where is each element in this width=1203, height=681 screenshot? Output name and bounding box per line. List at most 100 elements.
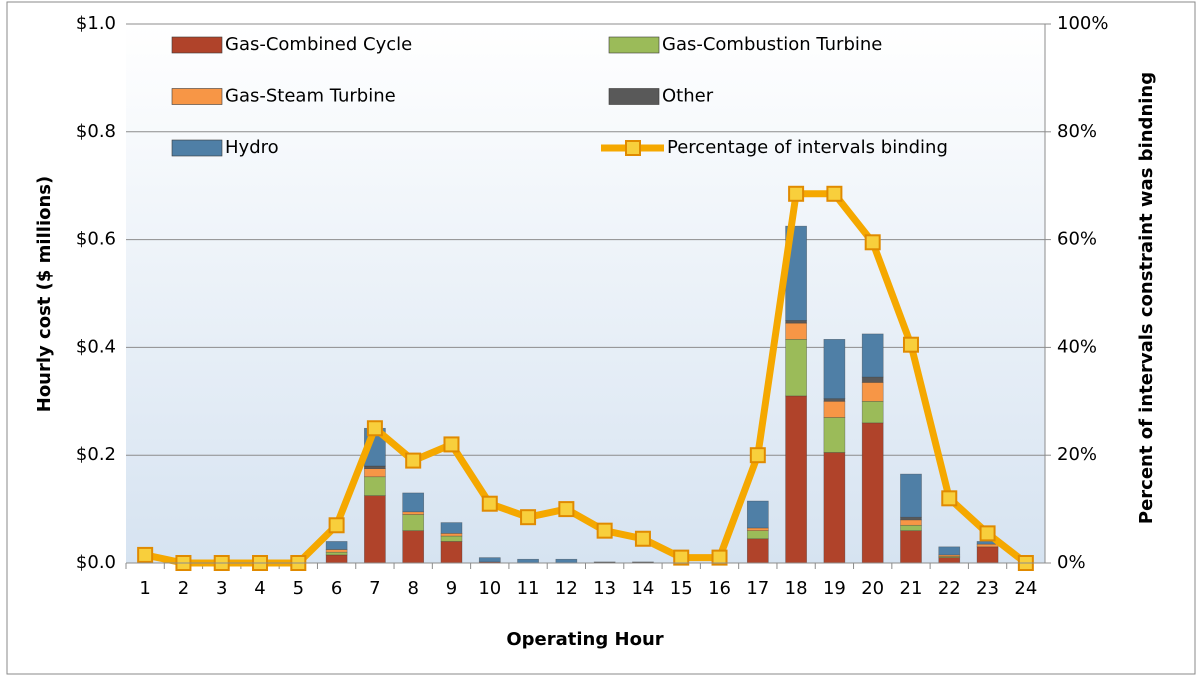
bar-segment <box>746 527 769 531</box>
x-tick-label: 14 <box>631 578 654 599</box>
bar-segment <box>364 465 386 469</box>
x-tick-label: 20 <box>861 578 884 599</box>
bar-segment <box>900 524 922 531</box>
bar-segment <box>938 557 961 564</box>
bar-segment <box>440 535 463 542</box>
bar-segment <box>746 500 769 529</box>
bar-segment <box>364 476 386 496</box>
x-tick-label: 3 <box>216 578 227 599</box>
y-tick-label: $0.4 <box>76 336 116 357</box>
x-tick-label: 1 <box>139 578 150 599</box>
line-marker <box>902 336 919 353</box>
line-marker <box>520 509 537 526</box>
line-marker <box>443 436 460 453</box>
bar-segment <box>861 400 884 424</box>
line-marker <box>405 452 422 469</box>
bar-segment <box>823 452 846 564</box>
line-marker <box>864 234 881 251</box>
bar-segment <box>746 538 769 564</box>
x-tick-label: 2 <box>178 578 189 599</box>
legend-marker <box>625 140 641 156</box>
bar-segment <box>823 400 846 418</box>
bar-segment <box>364 495 386 564</box>
line-marker <box>941 490 958 507</box>
bar-segment <box>746 530 769 540</box>
bar-segment <box>976 543 999 548</box>
bar-segment <box>900 519 922 526</box>
x-tick-label: 15 <box>670 578 693 599</box>
x-tick-label: 21 <box>900 578 923 599</box>
bar-segment <box>900 473 922 518</box>
x-tick-label: 24 <box>1014 578 1037 599</box>
x-tick-label: 16 <box>708 578 731 599</box>
x-tick-label: 19 <box>823 578 846 599</box>
x-tick-label: 18 <box>785 578 808 599</box>
legend-swatch <box>171 139 223 157</box>
x-tick-label: 5 <box>293 578 304 599</box>
x-tick-label: 6 <box>331 578 342 599</box>
legend-swatch <box>608 36 660 54</box>
line-marker <box>596 522 613 539</box>
line-marker <box>328 517 345 534</box>
y2-tick-label: 60% <box>1057 229 1097 250</box>
legend-label: Hydro <box>225 137 279 158</box>
line-marker <box>558 501 575 518</box>
y-tick-label: $0.8 <box>76 121 116 142</box>
bar-segment <box>861 333 884 378</box>
y2-tick-label: 100% <box>1057 13 1108 34</box>
bar-segment <box>555 558 578 564</box>
bar-segment <box>861 376 884 383</box>
x-tick-label: 4 <box>254 578 265 599</box>
x-tick-label: 23 <box>976 578 999 599</box>
bar-segment <box>785 322 807 340</box>
y-tick-label: $0.6 <box>76 229 116 250</box>
bar-segment <box>785 320 807 324</box>
bar-segment <box>900 516 922 521</box>
x-tick-label: 10 <box>478 578 501 599</box>
bar-segment <box>823 398 846 402</box>
bar-segment <box>440 541 463 564</box>
bar-segment <box>861 382 884 402</box>
line-marker <box>749 447 766 464</box>
x-tick-label: 22 <box>938 578 961 599</box>
bar-segment <box>823 417 846 453</box>
y-tick-label: $0.2 <box>76 444 116 465</box>
legend-label: Other <box>662 86 714 107</box>
line-marker <box>366 420 383 437</box>
y2-tick-label: 0% <box>1057 552 1086 573</box>
bar-segment <box>478 557 501 563</box>
bar-segment <box>325 554 348 564</box>
bar-segment <box>325 541 348 550</box>
x-tick-label: 8 <box>407 578 418 599</box>
y-axis-title: Hourly cost ($ millions) <box>34 176 55 413</box>
x-axis-title: Operating Hour <box>506 629 663 650</box>
legend-label: Gas-Combustion Turbine <box>662 34 882 55</box>
line-marker <box>788 185 805 202</box>
bar-segment <box>325 551 348 556</box>
bar-segment <box>938 546 961 556</box>
bar-segment <box>402 530 425 564</box>
x-tick-label: 9 <box>446 578 457 599</box>
bar-segment <box>402 511 425 515</box>
line-marker <box>826 185 843 202</box>
bar-segment <box>976 546 999 564</box>
y-tick-label: $0.0 <box>76 552 116 573</box>
legend-label: Gas-Combined Cycle <box>225 34 412 55</box>
y2-tick-label: 40% <box>1057 336 1097 357</box>
bar-segment <box>785 395 807 564</box>
x-tick-label: 12 <box>555 578 578 599</box>
bar-segment <box>823 339 846 399</box>
line-marker <box>711 549 728 566</box>
line-marker <box>673 549 690 566</box>
bar-segment <box>785 339 807 397</box>
line-marker <box>137 546 154 563</box>
bar-segment <box>402 492 425 513</box>
legend-swatch <box>608 88 660 105</box>
bar-segment <box>900 530 922 564</box>
y2-tick-label: 80% <box>1057 121 1097 142</box>
x-tick-label: 13 <box>593 578 616 599</box>
x-tick-label: 17 <box>746 578 769 599</box>
line-marker <box>481 495 498 512</box>
line-marker <box>979 525 996 542</box>
